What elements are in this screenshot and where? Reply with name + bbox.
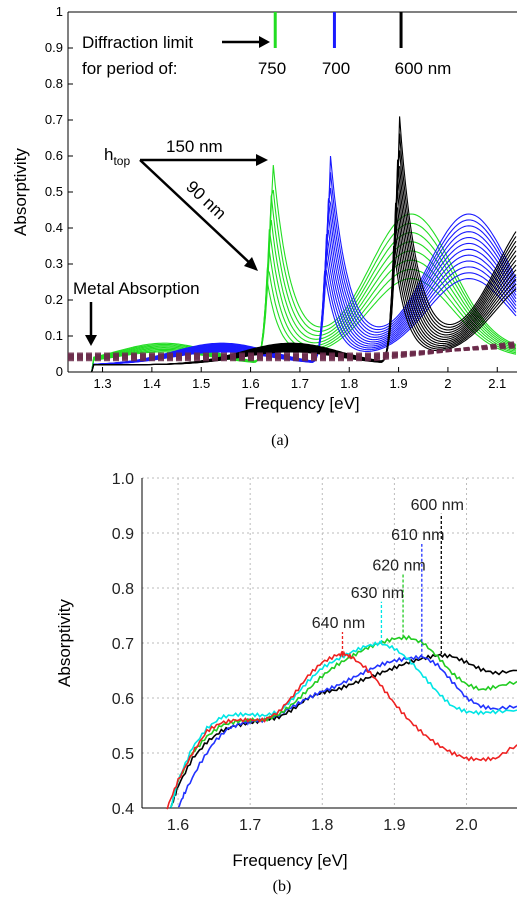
peak-label: 610 nm <box>391 527 444 544</box>
panel-a-plot-area <box>68 12 517 372</box>
panel-a-caption: (a) <box>271 432 289 449</box>
series-curve-610-nm <box>177 654 517 808</box>
panel-b-ticks: 1.6 1.7 1.8 1.9 2.0 0.4 0.5 0.6 0.7 0.8 0.9 1.0 <box>112 471 478 834</box>
x-tick-label: 1.7 <box>239 817 261 834</box>
panel-a-diffraction-markers <box>273 12 403 48</box>
htop-90-arrowhead <box>244 257 258 271</box>
diffraction-limit-arrowhead <box>259 36 270 48</box>
y-tick-label: 0.7 <box>112 636 134 653</box>
metal-absorption-label: Metal Absorption <box>73 279 200 298</box>
y-tick-label: 0.5 <box>45 184 63 199</box>
panel-b-grid <box>142 477 517 809</box>
panel-a-x-label: Frequency [eV] <box>244 394 359 413</box>
series-curve-630-nm <box>170 640 517 809</box>
y-tick-label: 0.8 <box>112 581 134 598</box>
htop-150-arrowhead <box>256 154 268 166</box>
absorptivity-curve-750 <box>68 250 517 373</box>
y-tick-label: 0.1 <box>45 328 63 343</box>
x-tick-label: 1.8 <box>340 376 358 391</box>
period-600-label: 600 nm <box>395 59 452 78</box>
peak-label: 600 nm <box>411 497 464 514</box>
x-tick-label: 1.9 <box>390 376 408 391</box>
y-tick-label: 0.6 <box>112 691 134 708</box>
y-tick-label: 0.6 <box>45 148 63 163</box>
panel-b-curves <box>166 634 517 810</box>
panel-a-curves <box>68 116 517 373</box>
y-tick-label: 0.9 <box>45 40 63 55</box>
panel-b-x-label: Frequency [eV] <box>232 851 347 870</box>
panel-b-peak-markers: 600 nm 610 nm 620 nm 630 nm 640 nm <box>312 497 464 657</box>
htop-150-label: 150 nm <box>166 137 223 156</box>
panel-b: 1.6 1.7 1.8 1.9 2.0 0.4 0.5 0.6 0.7 0.8 0.9 1.0 600… <box>55 471 517 895</box>
series-curve-640-nm <box>166 650 517 810</box>
absorptivity-curve-750 <box>68 220 517 373</box>
y-tick-label: 1 <box>56 4 63 19</box>
y-tick-label: 0.7 <box>45 112 63 127</box>
y-tick-label: 0.5 <box>112 746 134 763</box>
absorptivity-curve-600-nm <box>68 116 517 373</box>
y-tick-label: 0.3 <box>45 256 63 271</box>
y-tick-label: 0.9 <box>112 526 134 543</box>
y-tick-label: 0.8 <box>45 76 63 91</box>
series-curve-600-nm <box>170 652 517 809</box>
period-700-label: 700 <box>322 59 350 78</box>
panel-b-y-label: Absorptivity <box>55 599 74 687</box>
htop-label: htop <box>104 145 130 168</box>
x-tick-label: 1.6 <box>167 817 189 834</box>
x-tick-label: 1.9 <box>383 817 405 834</box>
y-tick-label: 0.4 <box>45 220 63 235</box>
peak-label: 640 nm <box>312 615 365 632</box>
x-tick-label: 2 <box>444 376 451 391</box>
x-tick-label: 2.1 <box>488 376 506 391</box>
absorptivity-curve-750 <box>68 189 517 373</box>
series-curve-620-nm <box>170 634 517 808</box>
x-tick-label: 1.8 <box>311 817 333 834</box>
x-tick-label: 1.6 <box>242 376 260 391</box>
x-tick-label: 1.4 <box>143 376 161 391</box>
diffraction-limit-label: Diffraction limit <box>82 33 193 52</box>
metal-absorption-curve <box>68 340 517 362</box>
x-tick-label: 1.7 <box>291 376 309 391</box>
panel-a: 1.3 1.4 1.5 1.6 1.7 1.8 1.9 2 2.1 0 0.1 0.2 0.3 0.4 0.… <box>11 4 517 449</box>
htop-90-arrow <box>139 159 254 267</box>
y-tick-label: 0.4 <box>112 801 134 818</box>
period-750-label: 750 <box>258 59 286 78</box>
y-tick-label: 0 <box>56 364 63 379</box>
metal-absorption-arrowhead <box>85 335 97 346</box>
x-tick-label: 2.0 <box>455 817 477 834</box>
panel-a-ticks: 1.3 1.4 1.5 1.6 1.7 1.8 1.9 2 2.1 0 0.1 0.2 0.3 0.4 0.… <box>45 4 506 391</box>
x-tick-label: 1.5 <box>192 376 210 391</box>
x-tick-label: 1.3 <box>93 376 111 391</box>
panel-b-caption: (b) <box>273 878 292 895</box>
y-tick-label: 1.0 <box>112 471 134 488</box>
y-tick-label: 0.2 <box>45 292 63 307</box>
peak-label: 630 nm <box>351 585 404 602</box>
period-label: for period of: <box>82 59 177 78</box>
panel-a-y-label: Absorptivity <box>11 148 30 236</box>
peak-label: 620 nm <box>372 557 425 574</box>
